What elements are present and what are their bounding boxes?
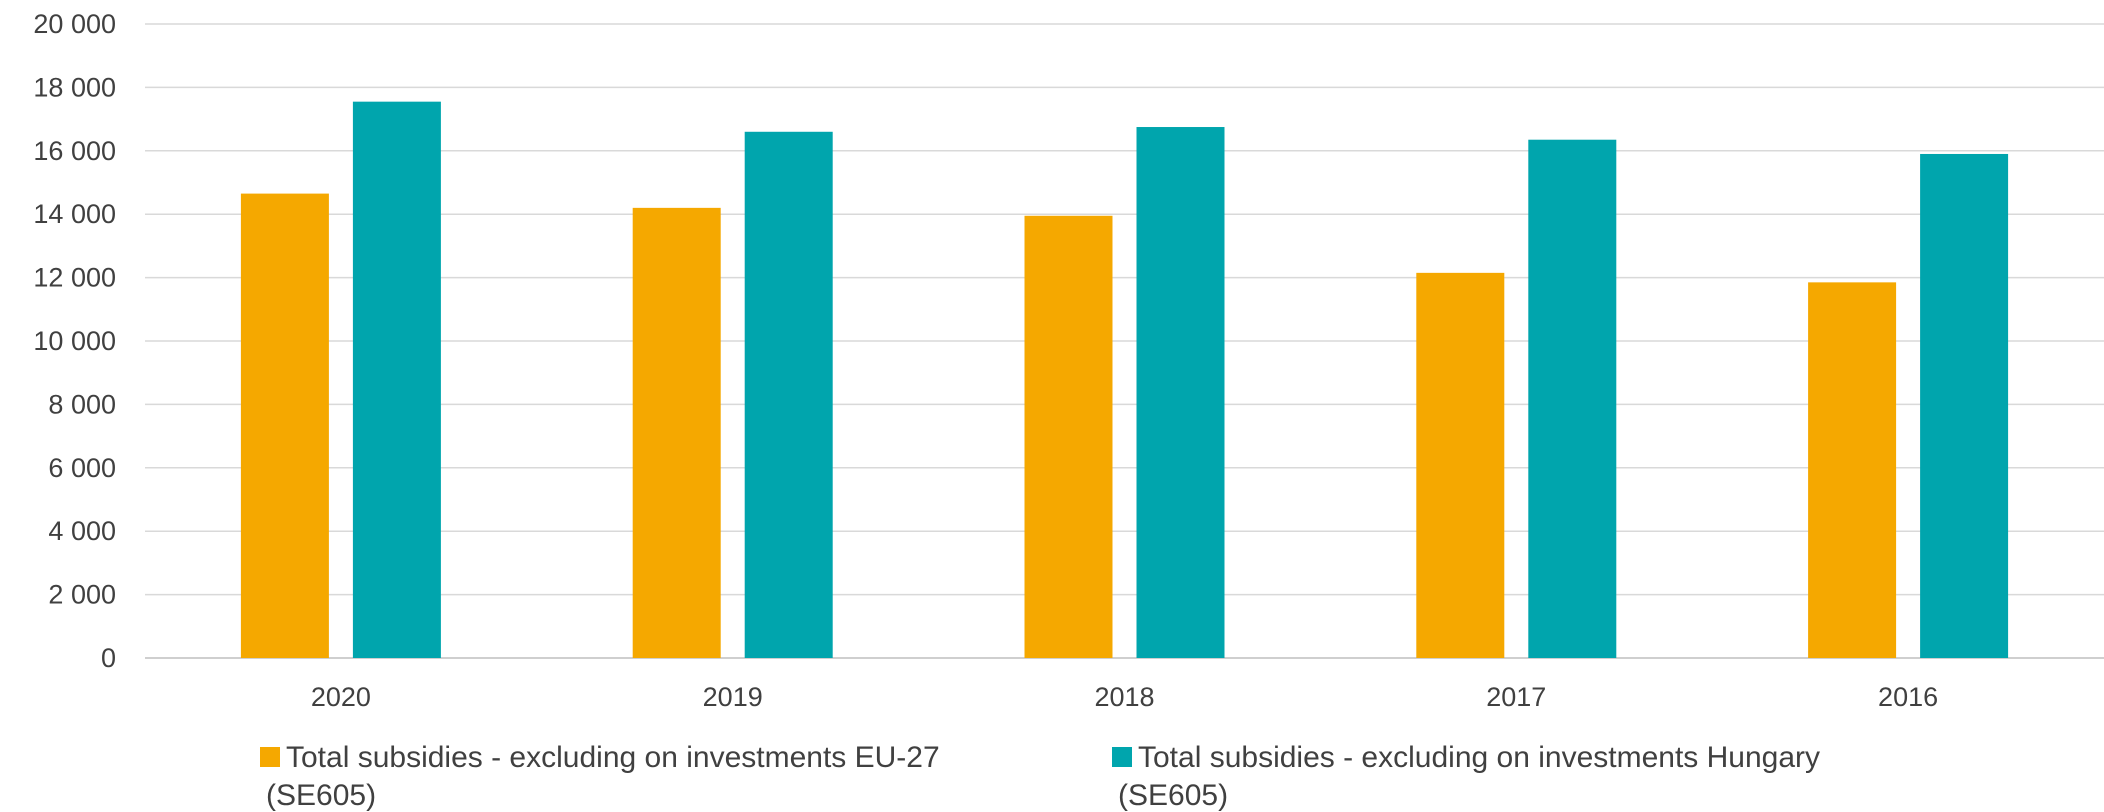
y-tick-label: 4 000 [48, 516, 116, 546]
x-tick-label: 2016 [1878, 682, 1938, 712]
bar-series-1-2017 [1416, 272, 1505, 658]
legend: Total subsidies - excluding on investmen… [260, 741, 1820, 812]
x-tick-label: 2017 [1486, 682, 1546, 712]
y-tick-label: 16 000 [33, 136, 116, 166]
x-tick-label: 2019 [703, 682, 763, 712]
bar-series-2-2019 [744, 131, 833, 658]
bar-series-1-2020 [240, 193, 329, 658]
gridlines [145, 23, 2104, 659]
y-tick-label: 10 000 [33, 326, 116, 356]
y-tick-label: 12 000 [33, 263, 116, 293]
bar-series-2-2016 [1920, 153, 2009, 658]
legend-swatch-series-2 [1112, 747, 1132, 767]
legend-label-series-1-line-1: Total subsidies - excluding on investmen… [286, 741, 940, 774]
y-tick-label: 0 [101, 643, 116, 673]
y-axis: 0 2 000 4 000 6 000 8 000 10 000 12 000 14 000 1… [33, 9, 116, 673]
bars [240, 101, 2009, 659]
y-tick-label: 8 000 [48, 389, 116, 419]
y-tick-label: 14 000 [33, 199, 116, 229]
legend-label-series-2-line-2: (SE605) [1118, 779, 1228, 812]
y-tick-label: 2 000 [48, 580, 116, 610]
legend-swatch-series-1 [260, 747, 280, 767]
bar-series-1-2018 [1024, 215, 1113, 658]
bar-series-1-2019 [632, 207, 721, 659]
legend-label-series-1-line-2: (SE605) [266, 779, 376, 812]
legend-label-series-2-line-1: Total subsidies - excluding on investmen… [1138, 741, 1820, 774]
x-tick-label: 2018 [1094, 682, 1154, 712]
bar-series-1-2016 [1808, 282, 1897, 658]
x-tick-label: 2020 [311, 682, 371, 712]
y-tick-label: 6 000 [48, 453, 116, 483]
y-tick-label: 18 000 [33, 72, 116, 102]
x-axis: 2020 2019 2018 2017 2016 [311, 682, 1938, 712]
bar-series-2-2018 [1136, 127, 1225, 658]
bar-series-2-2017 [1528, 139, 1617, 658]
y-tick-label: 20 000 [33, 9, 116, 39]
bar-series-2-2020 [352, 101, 441, 659]
